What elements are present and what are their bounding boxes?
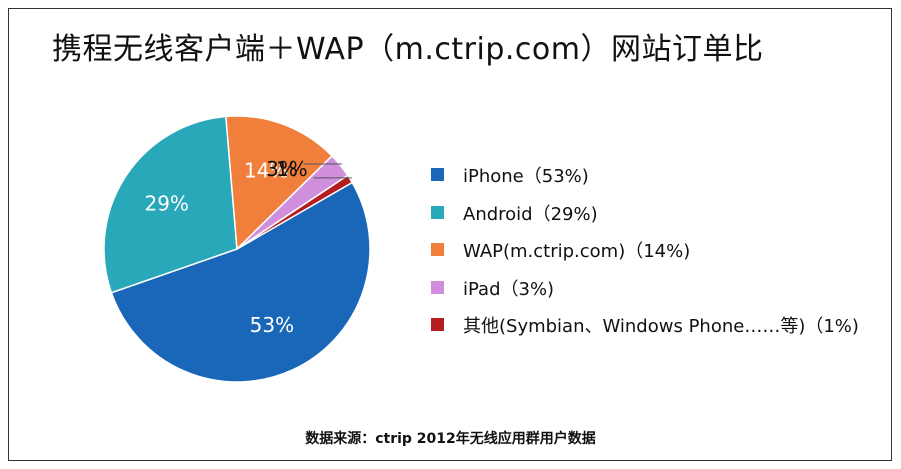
legend-label-ipad: iPad（3%) — [463, 278, 555, 300]
slice-label-wap: 14% — [244, 159, 288, 183]
slice-label-ipad: 3% — [266, 157, 298, 181]
legend-item-android: Android（29%) — [431, 200, 859, 238]
slice-label-iphone: 53% — [250, 313, 294, 337]
legend-swatch-ipad — [431, 280, 444, 294]
pie-slice-iphone — [110, 181, 371, 383]
legend-label-wap: WAP(m.ctrip.com)（14%) — [463, 241, 691, 262]
legend-swatch-android — [431, 205, 444, 219]
legend-label-android: Android（29%) — [463, 203, 598, 225]
pie-slice-wap — [225, 115, 334, 251]
pie-slice-android — [103, 115, 238, 294]
chart-title: 携程无线客户端＋WAP（m.ctrip.com）网站订单比 — [52, 32, 764, 67]
slice-label-other: 1% — [276, 157, 308, 181]
slice-label-android: 29% — [144, 191, 188, 215]
chart-source: 数据来源：ctrip 2012年无线应用群用户数据 — [305, 431, 596, 447]
legend-swatch-wap — [431, 243, 444, 256]
legend-item-wap: WAP(m.ctrip.com)（14%) — [431, 237, 859, 275]
legend-label-other: 其他(Symbian、Windows Phone……等)（1%) — [463, 316, 859, 337]
legend-item-other: 其他(Symbian、Windows Phone……等)（1%) — [431, 312, 859, 350]
legend-swatch-iphone — [431, 168, 444, 181]
legend-item-iphone: iPhone（53%) — [431, 162, 859, 200]
legend-label-iphone: iPhone（53%) — [463, 166, 589, 187]
legend: iPhone（53%) Android（29%) WAP(m.ctrip.com)（… — [431, 162, 859, 350]
legend-swatch-other — [431, 318, 444, 331]
legend-item-ipad: iPad（3%) — [431, 275, 859, 313]
pie-slice-other — [236, 174, 354, 250]
